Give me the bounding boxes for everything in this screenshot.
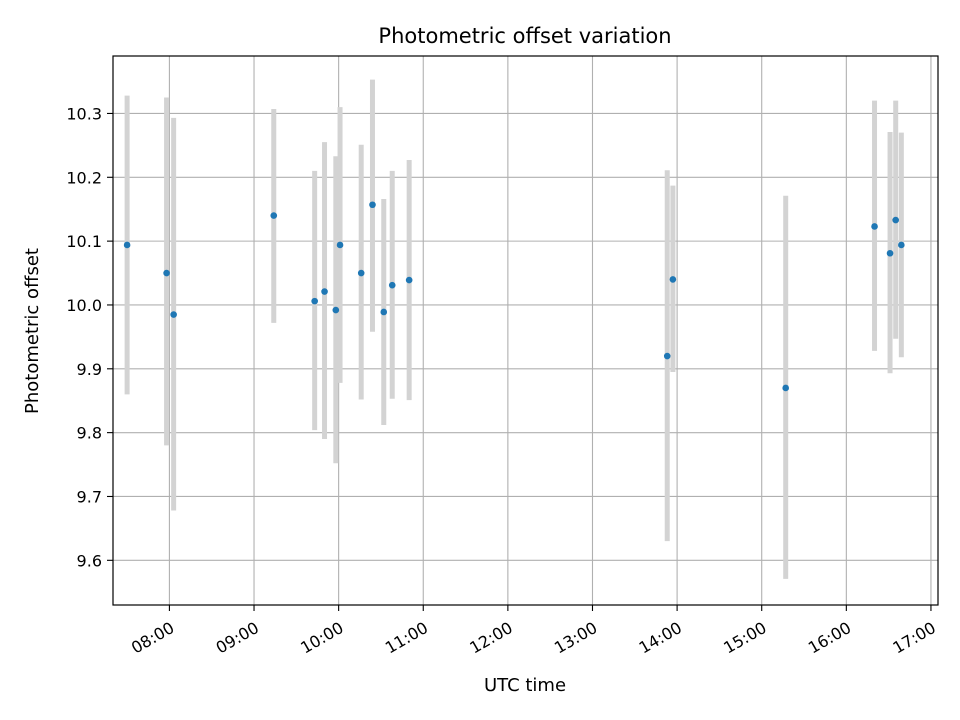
data-point <box>311 297 318 305</box>
data-point <box>663 352 671 360</box>
data-point <box>886 249 894 257</box>
y-tick-label: 10.1 <box>66 232 102 251</box>
data-point <box>669 276 677 283</box>
data-point <box>270 212 278 219</box>
grid-lines <box>113 56 938 605</box>
data-point <box>336 241 344 249</box>
data-point <box>871 223 878 230</box>
data-point <box>170 311 177 318</box>
data-point <box>369 201 376 209</box>
y-tick-label: 10.2 <box>66 168 102 187</box>
y-tick-label: 9.8 <box>77 424 102 443</box>
data-points <box>123 201 905 392</box>
data-point <box>332 306 340 314</box>
data-point <box>898 241 905 249</box>
y-tick-label: 10.0 <box>66 296 102 315</box>
plot-frame <box>112 55 939 606</box>
data-point <box>388 281 396 289</box>
data-point <box>782 384 789 392</box>
data-point <box>163 269 170 277</box>
y-axis-ticks: 9.6 9.7 9.8 9.9 10.0 10.1 10.2 10.3 <box>66 104 113 570</box>
data-point <box>405 276 413 284</box>
chart-title: Photometric offset variation <box>378 24 671 48</box>
y-tick-label: 10.3 <box>66 104 102 123</box>
data-point <box>892 216 899 224</box>
y-axis-title: Photometric offset <box>22 248 43 414</box>
data-point <box>380 308 388 316</box>
x-axis-title: UTC time <box>484 675 566 696</box>
y-tick-label: 9.6 <box>77 551 102 570</box>
data-point <box>321 288 328 295</box>
y-tick-label: 9.9 <box>77 360 102 379</box>
data-point <box>123 241 131 249</box>
y-tick-label: 9.7 <box>77 487 102 506</box>
data-point <box>357 269 365 277</box>
